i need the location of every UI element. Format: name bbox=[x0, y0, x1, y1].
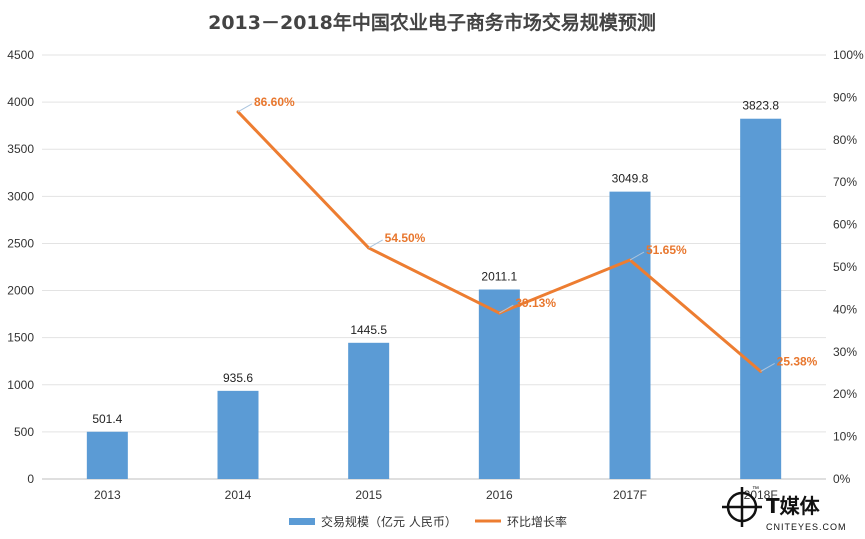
gridlines bbox=[42, 54, 826, 480]
y-tick-label-right: 50% bbox=[833, 260, 857, 274]
x-tick-label: 2016 bbox=[486, 488, 513, 502]
bar-value-label: 935.6 bbox=[223, 371, 253, 385]
line-value-label: 39.13% bbox=[515, 296, 556, 310]
legend-label-line: 环比增长率 bbox=[507, 514, 567, 529]
y-tick-label-left: 4000 bbox=[7, 95, 34, 109]
legend-label-bars: 交易规模（亿元 人民币） bbox=[321, 514, 457, 529]
bar-value-label: 501.4 bbox=[92, 412, 122, 426]
x-tick-label: 2014 bbox=[225, 488, 252, 502]
x-tick-label: 2013 bbox=[94, 488, 121, 502]
right-y-axis: 0% 10% 20% 30% 40% 50% 60% 70% 80% 90% 100% bbox=[833, 48, 864, 486]
y-tick-label-left: 1500 bbox=[7, 331, 34, 345]
y-tick-label-right: 80% bbox=[833, 133, 857, 147]
watermark-logo: T媒体 CNITEYES.COM ™ bbox=[722, 486, 847, 532]
line-series: 86.60% 54.50% 39.13% 51.65% 25.38% bbox=[236, 95, 818, 373]
line-value-label: 86.60% bbox=[254, 95, 295, 109]
bar bbox=[217, 390, 259, 479]
line-value-label: 54.50% bbox=[385, 231, 426, 245]
bar bbox=[740, 118, 782, 479]
y-tick-label-right: 20% bbox=[833, 387, 857, 401]
bar bbox=[86, 431, 128, 479]
y-tick-label-left: 2000 bbox=[7, 284, 34, 298]
watermark-tm: ™ bbox=[752, 486, 759, 493]
bar-value-label: 2011.1 bbox=[481, 270, 517, 284]
label-leader-line bbox=[760, 362, 775, 372]
y-tick-label-right: 40% bbox=[833, 302, 857, 316]
bar-value-label: 3049.8 bbox=[612, 172, 649, 186]
y-tick-label-right: 90% bbox=[833, 90, 857, 104]
bar bbox=[348, 342, 390, 479]
x-tick-label: 2017F bbox=[613, 488, 647, 502]
y-tick-label-left: 2500 bbox=[7, 236, 34, 250]
chart-title: 2013－2018年中国农业电子商务市场交易规模预测 bbox=[208, 11, 656, 34]
y-tick-label-left: 1000 bbox=[7, 378, 34, 392]
line-value-label: 25.38% bbox=[777, 354, 818, 368]
y-tick-label-right: 100% bbox=[833, 48, 864, 62]
legend-swatch-bars bbox=[289, 518, 315, 525]
x-tick-label: 2015 bbox=[355, 488, 382, 502]
label-leader-line bbox=[237, 103, 253, 113]
y-tick-label-right: 30% bbox=[833, 345, 857, 359]
left-y-axis: 0 500 1000 1500 2000 2500 3000 3500 4000 4500 bbox=[7, 48, 34, 486]
line-value-label: 51.65% bbox=[646, 243, 687, 257]
label-leader-line bbox=[368, 239, 383, 249]
y-tick-label-right: 10% bbox=[833, 430, 857, 444]
bar-value-label: 3823.8 bbox=[742, 99, 779, 113]
y-tick-label-left: 3500 bbox=[7, 142, 34, 156]
legend: 交易规模（亿元 人民币） 环比增长率 bbox=[289, 514, 567, 529]
y-tick-label-right: 70% bbox=[833, 175, 857, 189]
y-tick-label-left: 0 bbox=[27, 472, 34, 486]
label-leader-line bbox=[499, 304, 514, 314]
y-tick-label-right: 60% bbox=[833, 218, 857, 232]
watermark-url: CNITEYES.COM bbox=[766, 522, 847, 532]
y-tick-label-left: 3000 bbox=[7, 189, 34, 203]
bar-value-label: 1445.5 bbox=[350, 323, 387, 337]
watermark-title: T媒体 bbox=[766, 494, 821, 518]
bar bbox=[609, 191, 651, 480]
bar bbox=[478, 289, 520, 479]
x-axis: 2013 2014 2015 2016 2017F 2018F bbox=[94, 488, 778, 502]
bar-series: 501.4 935.6 1445.5 2011.1 3049.8 3823.8 bbox=[86, 99, 782, 480]
y-tick-label-left: 4500 bbox=[7, 48, 34, 62]
label-leader-line bbox=[629, 251, 645, 261]
y-tick-label-left: 500 bbox=[14, 425, 34, 439]
y-tick-label-right: 0% bbox=[833, 472, 851, 486]
